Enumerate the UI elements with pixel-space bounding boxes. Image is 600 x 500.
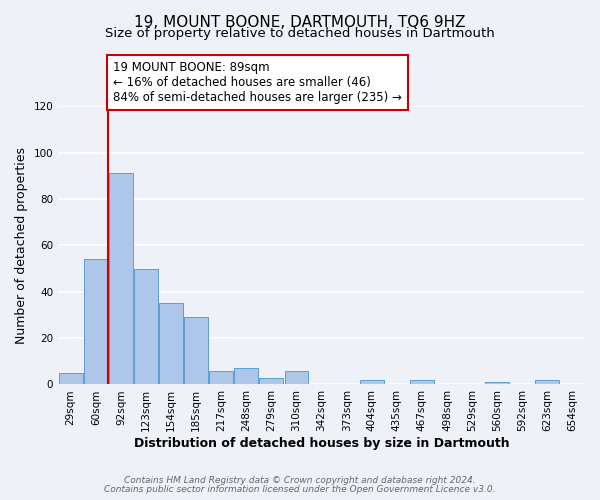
Bar (235, 368, 258, 384)
Bar (134, 268, 158, 384)
Text: 19, MOUNT BOONE, DARTMOUTH, TQ6 9HZ: 19, MOUNT BOONE, DARTMOUTH, TQ6 9HZ (134, 15, 466, 30)
Bar (84, 259, 108, 384)
Text: Size of property relative to detached houses in Dartmouth: Size of property relative to detached ho… (105, 28, 495, 40)
X-axis label: Distribution of detached houses by size in Dartmouth: Distribution of detached houses by size … (134, 437, 509, 450)
Bar (59, 373, 83, 384)
Bar (109, 174, 133, 384)
Bar (159, 304, 183, 384)
Bar (184, 317, 208, 384)
Y-axis label: Number of detached properties: Number of detached properties (15, 147, 28, 344)
Text: 19 MOUNT BOONE: 89sqm
← 16% of detached houses are smaller (46)
84% of semi-deta: 19 MOUNT BOONE: 89sqm ← 16% of detached … (113, 61, 402, 104)
Text: Contains public sector information licensed under the Open Government Licence v3: Contains public sector information licen… (104, 485, 496, 494)
Bar (259, 378, 283, 384)
Bar (535, 380, 559, 384)
Bar (209, 370, 233, 384)
Text: Contains HM Land Registry data © Crown copyright and database right 2024.: Contains HM Land Registry data © Crown c… (124, 476, 476, 485)
Bar (410, 380, 434, 384)
Bar (485, 382, 509, 384)
Bar (360, 380, 383, 384)
Bar (284, 370, 308, 384)
